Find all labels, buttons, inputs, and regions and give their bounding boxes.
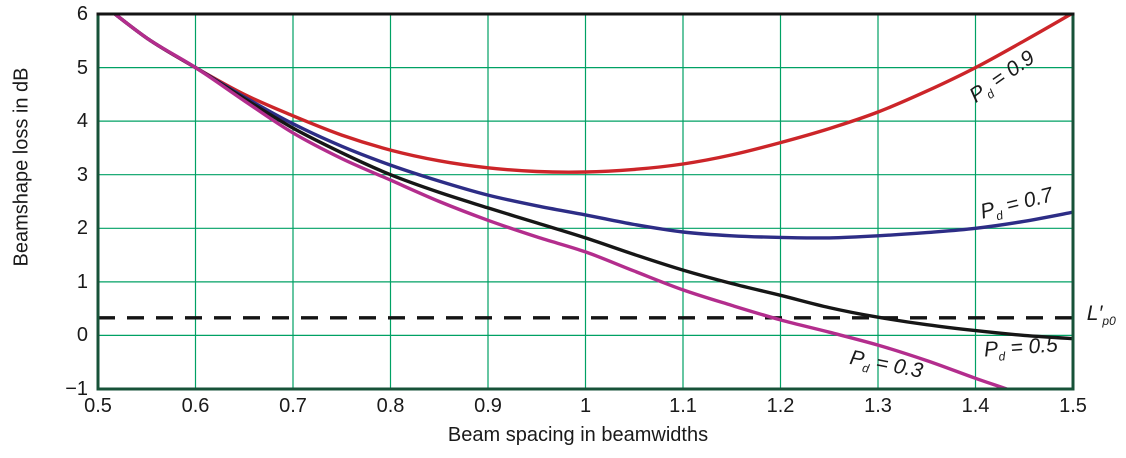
x-tick-label-1.1: 1.1	[669, 395, 697, 417]
x-tick-label-0.7: 0.7	[279, 395, 307, 417]
y-tick-label-2: 2	[76, 217, 88, 240]
y-tick-label-−1: −1	[65, 378, 88, 400]
curve-pd-0.7	[112, 14, 1073, 240]
x-axis-label: Beam spacing in beamwidths	[447, 424, 709, 446]
x-tick-label-0.6: 0.6	[181, 395, 210, 417]
curve-label-pd-0.5: Pd = 0.5	[984, 333, 1059, 364]
x-tick-label-1.2: 1.2	[766, 395, 795, 417]
curve-pd-0.9	[112, 14, 1073, 174]
curve-label-pd-0.5-value: = 0.5	[1004, 333, 1059, 360]
x-tick-label-1.4: 1.4	[961, 395, 990, 417]
y-tick-label-4: 4	[76, 110, 88, 133]
x-tick-label-0.9: 0.9	[474, 395, 502, 417]
x-tick-label-1.3: 1.3	[864, 395, 892, 417]
y-tick-label-5: 5	[76, 56, 88, 79]
y-axis-label: Beamshape loss in dB	[10, 67, 33, 267]
x-tick-label-1.5: 1.5	[1059, 395, 1087, 417]
y-tick-label-3: 3	[76, 163, 88, 186]
reference-line-label-base: L′	[1086, 301, 1103, 325]
x-tick-label-1: 1	[579, 395, 592, 417]
x-tick-label-0.8: 0.8	[376, 395, 405, 417]
reference-line-label: L′p0	[1087, 302, 1116, 328]
curve-pd-0.5	[112, 14, 1073, 341]
curve-pd-0.3	[112, 14, 1012, 389]
x-tick-label-0.5: 0.5	[84, 395, 112, 417]
curve-label-pd-0.5-base: P	[983, 337, 1000, 362]
y-tick-label-1: 1	[76, 270, 88, 293]
reference-line-label-subscript: p0	[1102, 314, 1116, 329]
y-tick-label-0: 0	[76, 324, 88, 347]
y-tick-label-6: 6	[76, 3, 88, 25]
